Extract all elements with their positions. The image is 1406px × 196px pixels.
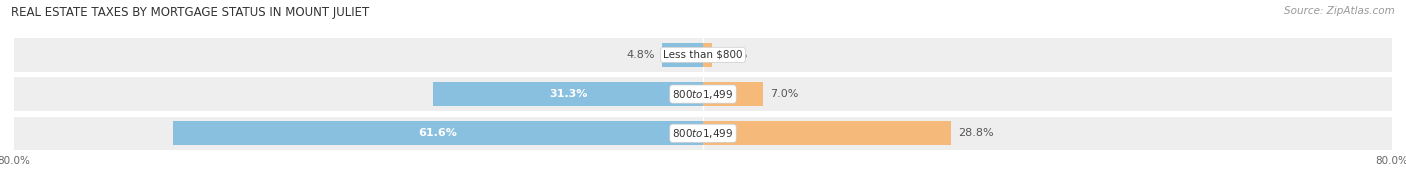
Text: Source: ZipAtlas.com: Source: ZipAtlas.com [1284,6,1395,16]
Text: 61.6%: 61.6% [419,128,457,138]
Bar [433,82,703,106]
Bar [173,121,703,145]
Bar [14,77,1392,111]
Text: 4.8%: 4.8% [626,50,655,60]
Text: 7.0%: 7.0% [770,89,799,99]
Bar [703,82,763,106]
Text: 31.3%: 31.3% [548,89,588,99]
Bar [703,43,713,67]
Bar [703,121,950,145]
Bar [14,117,1392,150]
Bar [14,38,1392,72]
Text: REAL ESTATE TAXES BY MORTGAGE STATUS IN MOUNT JULIET: REAL ESTATE TAXES BY MORTGAGE STATUS IN … [11,6,370,19]
Text: Less than $800: Less than $800 [664,50,742,60]
Bar [662,43,703,67]
Text: $800 to $1,499: $800 to $1,499 [672,88,734,101]
Text: 28.8%: 28.8% [957,128,994,138]
Text: $800 to $1,499: $800 to $1,499 [672,127,734,140]
Text: 1.1%: 1.1% [720,50,748,60]
